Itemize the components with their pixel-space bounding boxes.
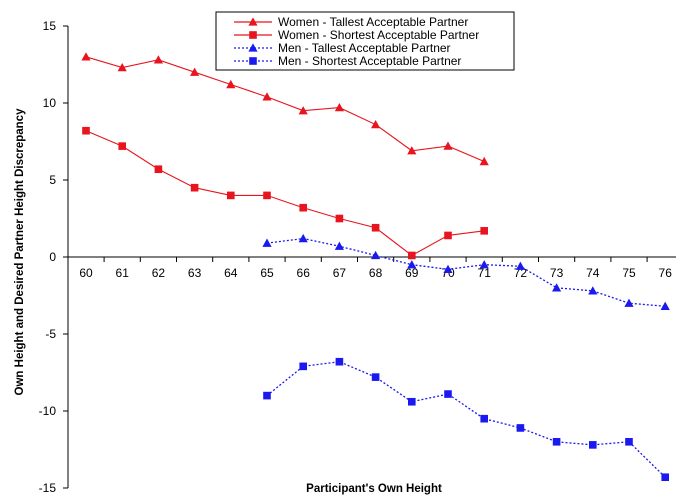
data-point: [118, 142, 126, 150]
x-tick-label: 64: [224, 266, 238, 280]
x-tick-label: 73: [550, 266, 564, 280]
data-point: [298, 233, 308, 243]
data-point: [299, 203, 307, 212]
y-tick-label: 0: [49, 250, 56, 264]
x-tick-label: 75: [622, 266, 636, 280]
data-point: [262, 92, 272, 101]
x-tick-label: 62: [152, 266, 166, 280]
series-1: [81, 52, 489, 166]
data-point: [335, 357, 344, 366]
x-tick-label: 67: [333, 266, 347, 280]
data-point: [589, 441, 597, 449]
x-tick-label: 76: [659, 266, 673, 280]
legend: Women - Tallest Acceptable PartnerWomen …: [215, 11, 515, 71]
data-point: [443, 141, 453, 150]
data-point: [190, 67, 200, 76]
data-point: [552, 438, 561, 446]
data-point: [299, 362, 307, 371]
y-tick-label: 15: [43, 19, 57, 33]
data-point: [479, 156, 489, 166]
data-point: [515, 261, 525, 270]
data-point: [480, 414, 488, 423]
data-point: [407, 146, 417, 155]
data-point: [263, 191, 271, 200]
data-point: [262, 238, 272, 247]
legend-item: Women - Tallest Acceptable Partner: [234, 15, 468, 29]
data-point: [371, 223, 380, 232]
data-point: [334, 103, 344, 112]
legend-item: Men - Tallest Acceptable Partner: [234, 41, 451, 55]
data-point: [334, 241, 344, 250]
series-3: [262, 233, 670, 310]
data-point: [408, 251, 416, 260]
series-line: [85, 130, 485, 257]
x-tick-label: 71: [478, 266, 492, 280]
legend-label: Women - Tallest Acceptable Partner: [278, 15, 468, 29]
series-line: [85, 56, 485, 163]
data-point: [516, 424, 525, 432]
y-tick-label: -15: [39, 481, 57, 495]
data-point: [443, 264, 453, 273]
legend-marker: [248, 17, 258, 26]
legend-marker: [249, 57, 257, 65]
data-point: [479, 260, 489, 269]
legend-item: Women - Shortest Acceptable Partner: [234, 28, 479, 42]
y-tick-label: -5: [45, 327, 56, 341]
data-point: [444, 231, 452, 240]
data-point: [190, 183, 199, 192]
x-tick-label: 68: [369, 266, 383, 280]
data-point: [480, 227, 488, 235]
data-point: [588, 286, 598, 295]
data-point: [660, 301, 670, 310]
data-point: [408, 397, 416, 406]
legend-item: Men - Shortest Acceptable Partner: [234, 54, 461, 68]
data-point: [624, 298, 634, 307]
series-4: [263, 357, 669, 482]
data-point: [263, 391, 271, 400]
y-tick-label: -10: [39, 404, 57, 418]
data-point: [298, 106, 308, 115]
data-point: [226, 79, 236, 89]
data-point: [371, 373, 380, 381]
legend-marker: [248, 43, 258, 52]
data-point: [371, 250, 381, 260]
legend-label: Women - Shortest Acceptable Partner: [278, 28, 479, 42]
legend-label: Men - Tallest Acceptable Partner: [278, 41, 451, 55]
data-point: [552, 283, 562, 292]
x-tick-label: 65: [260, 266, 274, 280]
x-tick-label: 66: [297, 266, 311, 280]
data-point: [625, 438, 633, 446]
data-point: [117, 62, 127, 72]
data-point: [444, 390, 452, 398]
y-tick-label: 5: [49, 173, 56, 187]
data-point: [154, 165, 163, 174]
y-axis-title: Own Height and Desired Partner Height Di…: [14, 108, 26, 396]
x-tick-label: 61: [116, 266, 130, 280]
data-point: [81, 52, 91, 61]
x-tick-label: 63: [188, 266, 202, 280]
series-2: [82, 126, 488, 260]
series-line: [266, 237, 666, 307]
data-point: [153, 55, 163, 64]
x-axis-title: Participant's Own Height: [306, 483, 442, 495]
data-point: [661, 473, 669, 482]
x-tick-label: 69: [405, 266, 419, 280]
data-point: [82, 126, 90, 135]
data-point: [371, 119, 381, 129]
data-point: [335, 214, 344, 223]
data-point: [407, 260, 417, 269]
legend-marker: [249, 31, 257, 39]
legend-label: Men - Shortest Acceptable Partner: [278, 54, 461, 68]
x-tick-label: 74: [586, 266, 600, 280]
y-tick-label: 10: [43, 96, 57, 110]
data-point: [227, 191, 235, 200]
series-line: [266, 361, 666, 478]
x-tick-label: 60: [79, 266, 93, 280]
